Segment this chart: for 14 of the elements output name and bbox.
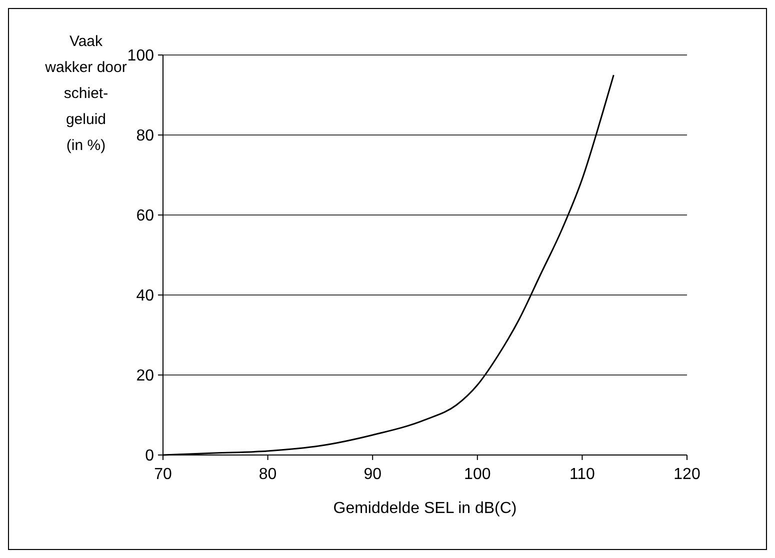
y-tick-label: 20 (136, 368, 154, 385)
x-tick-label: 100 (464, 466, 491, 483)
y-axis-title: Vaak wakker door schiet- geluid (in %) (44, 33, 127, 154)
x-tick-label: 120 (674, 466, 700, 483)
y-tick-label: 40 (136, 288, 154, 305)
y-tick-label: 100 (127, 48, 154, 65)
x-tick-label: 90 (364, 466, 382, 483)
x-axis-title: Gemiddelde SEL in dB(C) (333, 500, 517, 517)
y-tick-label: 80 (136, 128, 154, 145)
y-tick-label: 60 (136, 208, 154, 225)
y-tick-label: 0 (145, 448, 154, 465)
x-tick-label: 70 (154, 466, 172, 483)
x-tick-label: 110 (569, 466, 596, 483)
x-tick-label: 80 (258, 466, 277, 483)
